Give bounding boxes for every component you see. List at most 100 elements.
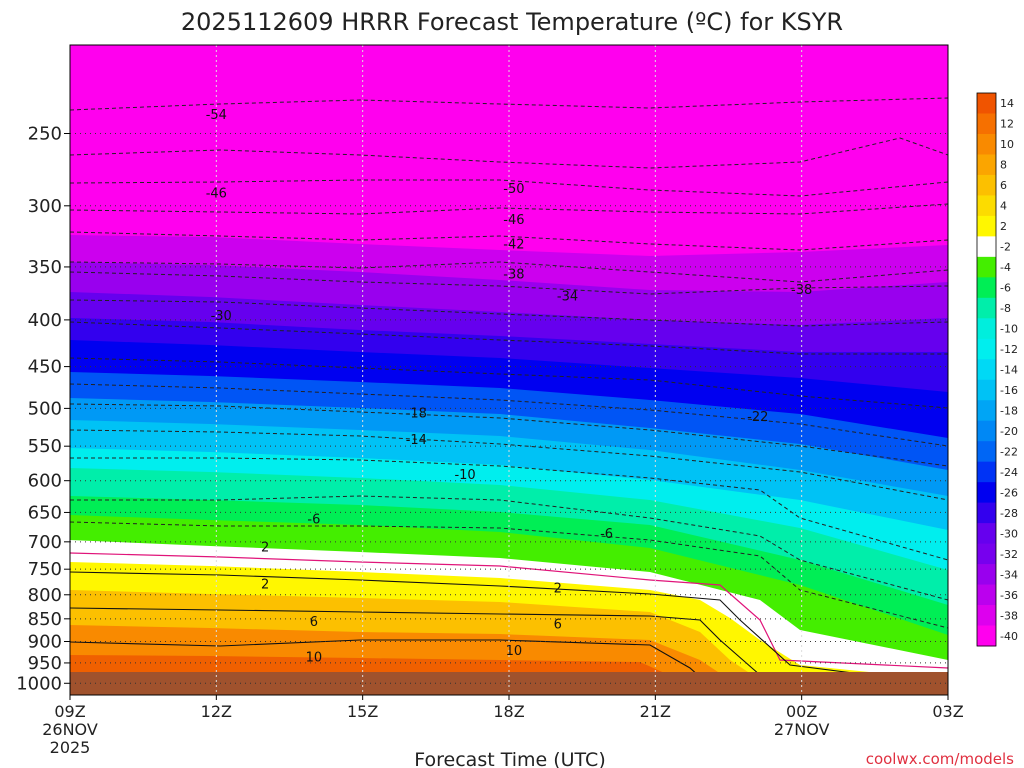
isotherm <box>70 203 948 215</box>
x-tick-label: 00Z <box>786 702 817 721</box>
contour-label: -50 <box>503 182 524 197</box>
y-tick-label: 700 <box>28 532 62 553</box>
contour-label: 2 <box>261 578 269 593</box>
colorbar-label: -30 <box>1000 527 1018 540</box>
colorbar-swatch <box>977 461 996 483</box>
contour-label: -34 <box>557 289 578 304</box>
colorbar-label: -28 <box>1000 507 1018 520</box>
credit-text: coolwx.com/models <box>866 750 1014 768</box>
freezing-line <box>70 552 948 669</box>
x-tick-label: 12Z <box>201 702 232 721</box>
contour-labels: -54 -46 -50 -46 -42 -38 -38 -34 -30 -18 -22 -14 -10 -… <box>206 108 813 666</box>
x-tick-year: 2025 <box>50 738 91 757</box>
y-tick-label: 350 <box>28 257 62 278</box>
colorbar-swatch <box>977 605 996 627</box>
y-tick-label: 750 <box>28 559 62 580</box>
colorbar-swatch <box>977 359 996 381</box>
colorbar-swatch <box>977 277 996 299</box>
plot-area <box>70 45 948 695</box>
colorbar-swatch <box>977 625 996 647</box>
x-tick-label: 09Z <box>54 702 85 721</box>
isotherm <box>70 261 948 283</box>
colorbar-label: -32 <box>1000 548 1018 561</box>
colorbar-swatch <box>977 543 996 565</box>
contour-label: 6 <box>310 615 318 630</box>
colorbar-frame <box>976 92 997 647</box>
isotherm <box>70 495 948 601</box>
isotherm <box>70 607 948 693</box>
contour-label: 2 <box>554 581 562 596</box>
colorbar-swatch <box>977 113 996 135</box>
contour-label: -14 <box>406 433 427 448</box>
colorbar-label: 8 <box>1000 159 1007 172</box>
contour-label: 2 <box>261 540 269 555</box>
contour-label: -54 <box>206 108 227 123</box>
y-tick-label: 1000 <box>16 673 62 694</box>
contour-label: -38 <box>503 268 524 283</box>
colorbar-label: -26 <box>1000 486 1018 499</box>
colorbar-swatch <box>977 564 996 586</box>
contour-label: -6 <box>600 527 613 542</box>
contour-label: -38 <box>791 283 812 298</box>
x-axis-label: Forecast Time (UTC) <box>414 749 605 768</box>
colorbar-label: 14 <box>1000 97 1014 110</box>
x-tick-label: 15Z <box>347 702 378 721</box>
x-tick-label: 21Z <box>640 702 671 721</box>
colorbar-swatch <box>977 195 996 217</box>
x-tick-date: 26NOV <box>42 720 98 739</box>
x-tick-label: 18Z <box>493 702 524 721</box>
colorbar-swatch <box>977 400 996 422</box>
y-tick-label: 450 <box>28 357 62 378</box>
contour-label: -22 <box>747 410 768 425</box>
colorbar-label: -6 <box>1000 282 1011 295</box>
colorbar-swatch <box>977 256 996 278</box>
isotherm <box>70 571 948 686</box>
isotherm <box>70 231 948 251</box>
colorbar-swatch <box>977 584 996 606</box>
x-tick-date: 27NOV <box>774 720 830 739</box>
colorbar-swatch <box>977 318 996 340</box>
colorbar-label: 12 <box>1000 118 1014 131</box>
contour-label: -46 <box>503 213 524 228</box>
colorbar-swatch <box>977 482 996 504</box>
isotherms-solid <box>70 571 948 695</box>
y-tick-label: 850 <box>28 609 62 630</box>
isotherm <box>70 521 948 629</box>
y-tick-label: 400 <box>28 310 62 331</box>
colorbar-label: -12 <box>1000 343 1018 356</box>
colorbar-label: -10 <box>1000 323 1018 336</box>
colorbar-label: -22 <box>1000 445 1018 458</box>
colorbar-label: 10 <box>1000 138 1014 151</box>
contour-label: -6 <box>307 512 320 527</box>
colorbar-swatch <box>977 420 996 442</box>
isotherm <box>70 457 948 561</box>
temperature-fill <box>70 45 948 695</box>
isotherm <box>70 639 721 695</box>
colorbar-swatch <box>977 441 996 463</box>
colorbar-label: -40 <box>1000 630 1018 643</box>
y-tick-label: 800 <box>28 585 62 606</box>
y-tick-label: 300 <box>28 196 62 217</box>
colorbar-swatch <box>977 338 996 360</box>
y-tick-label: 250 <box>28 123 62 144</box>
colorbar-label: -38 <box>1000 609 1018 622</box>
colorbar-label: 4 <box>1000 200 1007 213</box>
colorbar-label: 6 <box>1000 179 1007 192</box>
chart-title: 2025112609 HRRR Forecast Temperature (ºC… <box>181 8 843 36</box>
colorbar: 14 12 10 8 6 4 2 -2 -4 -6 -8 -10 -12 -14 -16 -18 -20 -22 -… <box>976 92 1018 647</box>
colorbar-swatch <box>977 379 996 401</box>
contour-label: -10 <box>454 468 475 483</box>
isotherm <box>70 97 948 111</box>
colorbar-swatch <box>977 297 996 319</box>
colorbar-label: -20 <box>1000 425 1018 438</box>
contour-label: 10 <box>306 651 323 666</box>
colorbar-label: -2 <box>1000 241 1011 254</box>
isotherm <box>70 137 948 169</box>
isotherm <box>70 429 948 501</box>
x-tick-label: 03Z <box>932 702 963 721</box>
isotherm <box>70 179 948 197</box>
y-tick-label: 900 <box>28 631 62 652</box>
y-axis: 2503003504004505005506006507007508008509… <box>16 123 70 694</box>
colorbar-label: -36 <box>1000 589 1018 602</box>
